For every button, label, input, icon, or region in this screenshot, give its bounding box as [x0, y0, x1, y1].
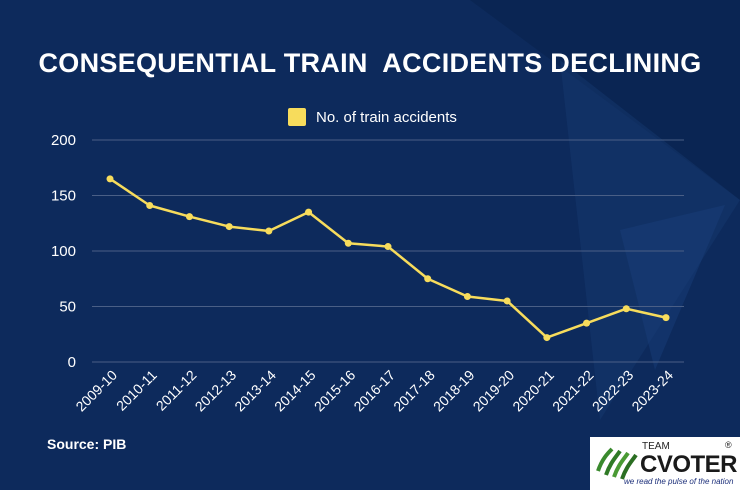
x-tick-label: 2014-15 [271, 367, 319, 415]
x-tick-label: 2011-12 [153, 367, 200, 414]
legend-label: No. of train accidents [316, 108, 457, 126]
data-point [305, 208, 313, 216]
legend-swatch [288, 108, 306, 126]
data-point [503, 297, 511, 305]
x-tick-label: 2012-13 [192, 367, 240, 415]
data-point [543, 334, 551, 342]
data-point [463, 293, 471, 301]
data-point [622, 305, 630, 313]
logo-team-text: TEAM [642, 441, 670, 452]
data-point [583, 319, 591, 327]
logo-mark-icon [596, 447, 638, 480]
logo-registered-mark: ® [725, 440, 732, 450]
data-point [146, 201, 154, 209]
x-tick-label: 2020-21 [509, 367, 557, 415]
x-tick-label: 2019-20 [470, 367, 518, 415]
series-line [109, 177, 667, 339]
y-tick-label: 0 [68, 354, 76, 371]
data-point [106, 175, 114, 183]
x-tick-label: 2015-16 [311, 367, 359, 415]
data-point [424, 275, 432, 283]
data-point [265, 227, 273, 235]
data-point [344, 239, 352, 247]
data-point [662, 314, 670, 322]
y-tick-label: 150 [51, 188, 76, 205]
chart-title: CONSEQUENTIAL TRAIN ACCIDENTS DECLINING [38, 48, 702, 78]
y-tick-label: 100 [51, 243, 76, 260]
x-tick-label: 2023-24 [628, 367, 676, 415]
series-layer [106, 175, 670, 342]
x-tick-label: 2021-22 [549, 367, 597, 415]
data-point [384, 243, 392, 251]
gridlines [92, 139, 684, 363]
data-point [185, 213, 193, 221]
x-tick-label: 2022-23 [589, 367, 637, 415]
logo-tagline: we read the pulse of the nation [624, 477, 734, 486]
x-tick-label: 2010-11 [113, 367, 160, 414]
cvoter-logo: TEAM CVOTER ® we read the pulse of the n… [590, 437, 740, 490]
x-tick-label: 2009-10 [72, 367, 120, 415]
x-axis-ticks: 2009-102010-112011-122012-132013-142014-… [72, 367, 676, 415]
x-tick-label: 2013-14 [231, 367, 279, 415]
logo-name-text: CVOTER [640, 451, 738, 478]
data-point [225, 223, 233, 231]
y-tick-label: 50 [59, 299, 76, 316]
x-tick-label: 2018-19 [430, 367, 478, 415]
x-tick-label: 2016-17 [350, 367, 398, 415]
y-tick-label: 200 [51, 132, 76, 149]
source-note: Source: PIB [47, 436, 127, 452]
legend: No. of train accidents [288, 108, 457, 126]
y-axis-ticks: 0 50 100 150 200 [51, 132, 76, 371]
x-tick-label: 2017-18 [390, 367, 438, 415]
